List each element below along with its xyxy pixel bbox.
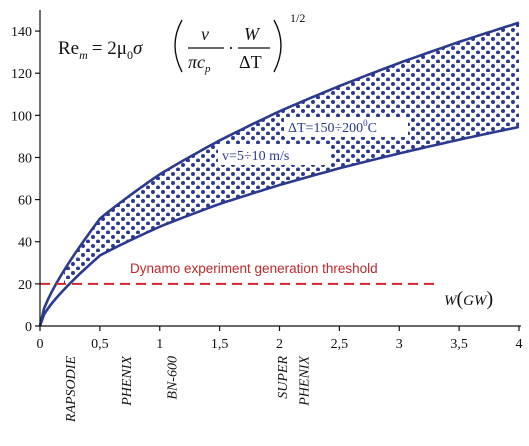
lower-curve: [38, 125, 520, 327]
x-tick-label: 0,5: [91, 337, 109, 352]
reactor-label: BN-600: [166, 356, 181, 400]
svg-text:ν: ν: [201, 24, 209, 44]
y-tick-label: 80: [18, 151, 32, 166]
x-tick-label: 1: [156, 337, 163, 352]
reactor-label: SUPER: [276, 356, 291, 399]
svg-text:ΔT: ΔT: [239, 52, 262, 72]
velocity-label-bg: [218, 145, 330, 165]
formula-right-paren: [273, 19, 282, 73]
x-ticks: 0 0,5 1 1,5 2 2,5 3 3,5 4: [37, 326, 523, 352]
y-tick-label: 140: [11, 25, 32, 40]
x-tick-label: 2,5: [331, 337, 349, 352]
y-tick-label: 120: [11, 67, 32, 82]
x-tick-label: 4: [516, 337, 523, 352]
y-tick-label: 60: [18, 194, 32, 209]
threshold-label: Dynamo experiment generation threshold: [130, 261, 378, 276]
reactor-label: RAPSODIE: [64, 356, 79, 424]
x-tick-label: 0: [37, 337, 44, 352]
svg-text:πcp: πcp: [188, 52, 211, 75]
svg-text:·: ·: [228, 38, 234, 58]
y-tick-label: 40: [18, 236, 32, 251]
x-tick-label: 3: [396, 337, 403, 352]
delta-t-label-bg: [284, 117, 408, 137]
formula: Rem = 2μ0σ ν πcp · W ΔT 1/2: [58, 11, 305, 75]
x-tick-label: 3,5: [450, 337, 468, 352]
delta-t-label: ΔT=150÷2000C: [288, 118, 377, 136]
y-ticks: 0 20 40 60 80 100 120 140: [11, 25, 40, 335]
reactor-label: PHENIX: [120, 356, 135, 407]
formula-left-paren: [174, 19, 183, 73]
x-tick-label: 1,5: [211, 337, 229, 352]
y-tick-label: 100: [11, 109, 32, 124]
velocity-label: v=5÷10 m/s: [222, 149, 289, 164]
reactor-labels: RAPSODIE PHENIX BN-600 SUPER PHENIX: [64, 356, 313, 424]
upper-curve: [38, 21, 520, 327]
svg-text:Rem= 2μ0σ: Rem = 2μ0σ: [58, 38, 143, 62]
reactor-label: PHENIX: [297, 356, 312, 407]
y-tick-label: 20: [18, 278, 32, 293]
y-tick-label: 0: [25, 320, 32, 335]
x-axis-title: W(GW): [444, 288, 493, 310]
svg-text:W: W: [244, 24, 261, 44]
x-tick-label: 2: [276, 337, 283, 352]
svg-text:1/2: 1/2: [290, 11, 305, 25]
